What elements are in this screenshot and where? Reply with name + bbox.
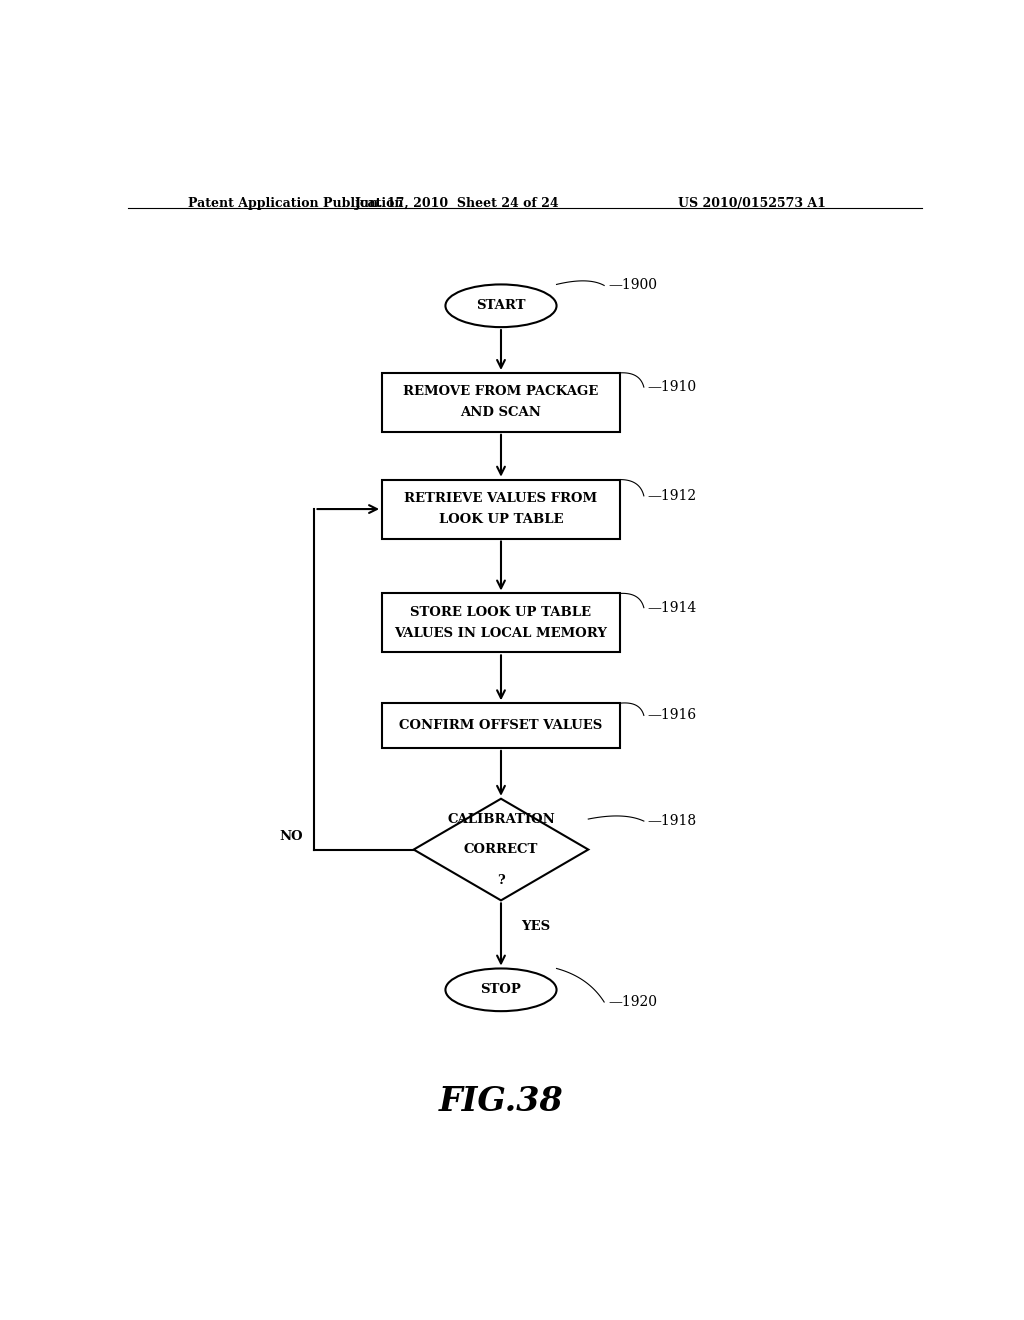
Ellipse shape (445, 969, 557, 1011)
Text: VALUES IN LOCAL MEMORY: VALUES IN LOCAL MEMORY (394, 627, 607, 640)
Text: CORRECT: CORRECT (464, 843, 539, 857)
Text: —1918: —1918 (648, 814, 697, 828)
Text: —1920: —1920 (608, 995, 657, 1008)
Text: YES: YES (521, 920, 550, 933)
Text: NO: NO (279, 830, 303, 843)
Bar (382, 479, 620, 539)
Ellipse shape (445, 284, 557, 327)
Text: ?: ? (497, 874, 505, 887)
Text: STORE LOOK UP TABLE: STORE LOOK UP TABLE (411, 606, 592, 619)
Text: —1916: —1916 (648, 709, 697, 722)
Text: START: START (476, 300, 525, 313)
Bar (382, 594, 620, 652)
Text: CALIBRATION: CALIBRATION (447, 813, 555, 825)
Text: STOP: STOP (480, 983, 521, 997)
Text: Jun. 17, 2010  Sheet 24 of 24: Jun. 17, 2010 Sheet 24 of 24 (355, 197, 560, 210)
Text: AND SCAN: AND SCAN (461, 407, 542, 420)
Text: —1910: —1910 (648, 380, 697, 395)
Text: —1912: —1912 (648, 488, 697, 503)
Bar (382, 372, 620, 432)
Text: US 2010/0152573 A1: US 2010/0152573 A1 (679, 197, 826, 210)
Text: —1914: —1914 (648, 601, 697, 615)
Text: LOOK UP TABLE: LOOK UP TABLE (438, 513, 563, 527)
Text: —1900: —1900 (608, 279, 657, 293)
Text: REMOVE FROM PACKAGE: REMOVE FROM PACKAGE (403, 385, 599, 399)
Text: CONFIRM OFFSET VALUES: CONFIRM OFFSET VALUES (399, 719, 602, 733)
Text: RETRIEVE VALUES FROM: RETRIEVE VALUES FROM (404, 492, 598, 506)
Text: FIG.38: FIG.38 (438, 1085, 563, 1118)
Text: Patent Application Publication: Patent Application Publication (187, 197, 403, 210)
Polygon shape (414, 799, 588, 900)
Bar (382, 704, 620, 748)
